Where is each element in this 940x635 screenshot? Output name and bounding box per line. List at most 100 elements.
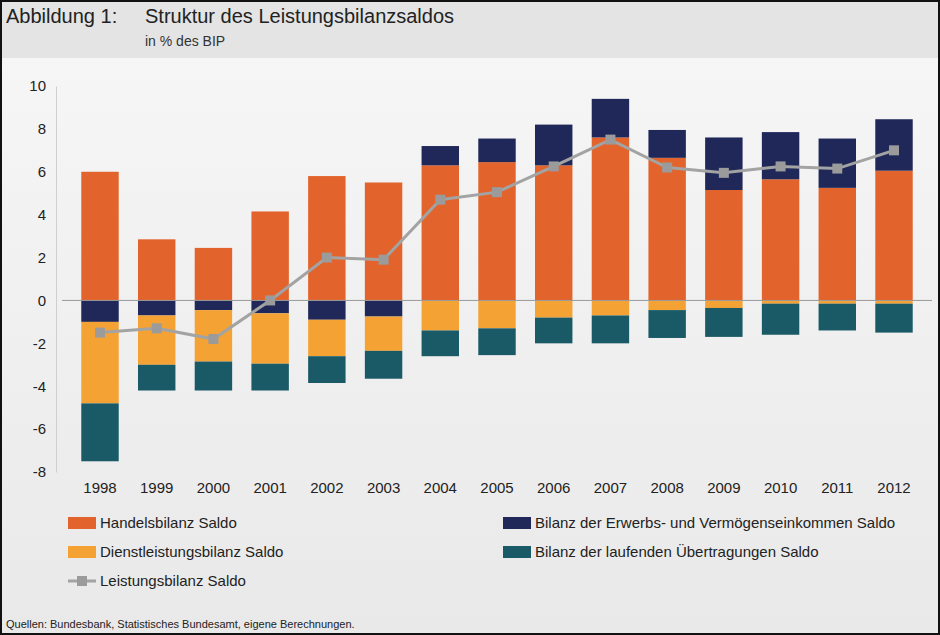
line-area — [95, 135, 899, 344]
line-marker — [379, 255, 389, 265]
legend-label: Bilanz der laufenden Übertragungen Saldo — [535, 543, 819, 560]
legend-label: Bilanz der Erwerbs- und Vermögenseinkomm… — [535, 514, 895, 531]
bar — [81, 172, 118, 301]
bar-series — [81, 99, 912, 322]
line — [100, 140, 894, 339]
line-marker — [152, 323, 162, 333]
y-tick-label: -2 — [33, 335, 46, 352]
bar — [478, 300, 515, 328]
bar — [422, 146, 459, 165]
bar — [308, 300, 345, 319]
bar — [195, 248, 232, 301]
chart: Abbildung 1:Struktur des Leistungsbilanz… — [0, 0, 940, 635]
x-tick: 2000 — [197, 472, 230, 496]
bar — [138, 300, 175, 315]
bar — [592, 315, 629, 343]
bar — [762, 304, 799, 335]
legend-item: Handelsbilanz Saldo — [68, 514, 237, 531]
subtitle: in % des BIP — [145, 33, 225, 49]
y-tick-label: -4 — [33, 378, 46, 395]
line-marker — [719, 168, 729, 178]
line-marker — [492, 187, 502, 197]
x-tick: 2009 — [707, 472, 740, 496]
bar — [422, 300, 459, 330]
x-axis: 1998199920002001200220032004200520062007… — [83, 472, 910, 496]
bar — [705, 308, 742, 337]
x-tick: 2004 — [424, 472, 457, 496]
y-tick: 8 — [38, 120, 56, 137]
line-marker — [435, 195, 445, 205]
bar — [195, 362, 232, 391]
y-tick-label: 8 — [38, 120, 46, 137]
y-tick: -6 — [33, 420, 56, 437]
legend-swatch — [68, 517, 96, 529]
bar — [535, 300, 572, 317]
line-marker — [889, 145, 899, 155]
x-tick-label: 2008 — [650, 479, 683, 496]
bar — [478, 328, 515, 355]
bar — [422, 165, 459, 300]
y-tick: 6 — [38, 163, 56, 180]
line-marker — [605, 135, 615, 145]
x-tick-label: 2009 — [707, 479, 740, 496]
legend: Handelsbilanz Saldo Bilanz der Erwerbs- u… — [68, 514, 895, 589]
x-tick-label: 2012 — [877, 479, 910, 496]
x-tick: 2003 — [367, 472, 400, 496]
bar — [81, 322, 118, 403]
y-tick-label: 6 — [38, 163, 46, 180]
frame — [1, 1, 939, 634]
bar — [195, 300, 232, 310]
legend-item: Leistungsbilanz Saldo — [68, 572, 246, 589]
bar — [81, 403, 118, 461]
y-axis: -8 -6 -4 -2 0 2 4 6 8 10 — [29, 77, 56, 480]
bar-series — [81, 300, 912, 403]
y-tick-label: -8 — [33, 463, 46, 480]
y-tick: 2 — [38, 249, 56, 266]
bar — [762, 179, 799, 300]
bar — [875, 304, 912, 333]
bar — [138, 315, 175, 364]
x-tick: 2008 — [650, 472, 683, 496]
bar — [422, 330, 459, 356]
line-marker — [662, 162, 672, 172]
line-marker — [95, 328, 105, 338]
bar — [875, 119, 912, 170]
bar — [535, 165, 572, 300]
bar — [365, 183, 402, 301]
bar — [478, 139, 515, 163]
line-marker — [208, 334, 218, 344]
bar — [648, 300, 685, 310]
bar — [592, 300, 629, 315]
bar — [592, 137, 629, 300]
bar — [705, 300, 742, 308]
x-tick-label: 1998 — [83, 479, 116, 496]
y-tick: -8 — [33, 463, 56, 480]
x-tick-label: 2011 — [821, 479, 853, 496]
bar — [535, 318, 572, 344]
x-tick-label: 2003 — [367, 479, 400, 496]
bar — [138, 365, 175, 391]
x-tick-label: 2006 — [537, 479, 570, 496]
legend-item: Bilanz der Erwerbs- und Vermögenseinkomm… — [503, 514, 895, 531]
bar — [251, 211, 288, 300]
legend-label: Dienstleistungsbilanz Saldo — [100, 543, 283, 560]
y-tick: 10 — [29, 77, 56, 94]
bar — [705, 137, 742, 190]
bar — [365, 300, 402, 316]
legend-swatch — [503, 517, 531, 529]
bar — [648, 310, 685, 338]
y-tick: 4 — [38, 206, 56, 223]
source: Quellen: Bundesbank, Statistisches Bunde… — [6, 618, 355, 630]
legend-item: Dienstleistungsbilanz Saldo — [68, 543, 283, 560]
bar — [365, 317, 402, 351]
legend-swatch — [503, 546, 531, 558]
x-tick-label: 2004 — [424, 479, 457, 496]
x-tick-label: 2007 — [594, 479, 627, 496]
y-tick-label: 2 — [38, 249, 46, 266]
bar — [705, 190, 742, 300]
y-tick-label: 0 — [38, 292, 46, 309]
plot-area — [81, 99, 912, 461]
x-tick: 2006 — [537, 472, 570, 496]
x-tick: 2012 — [877, 472, 910, 496]
x-tick-label: 2001 — [253, 479, 286, 496]
